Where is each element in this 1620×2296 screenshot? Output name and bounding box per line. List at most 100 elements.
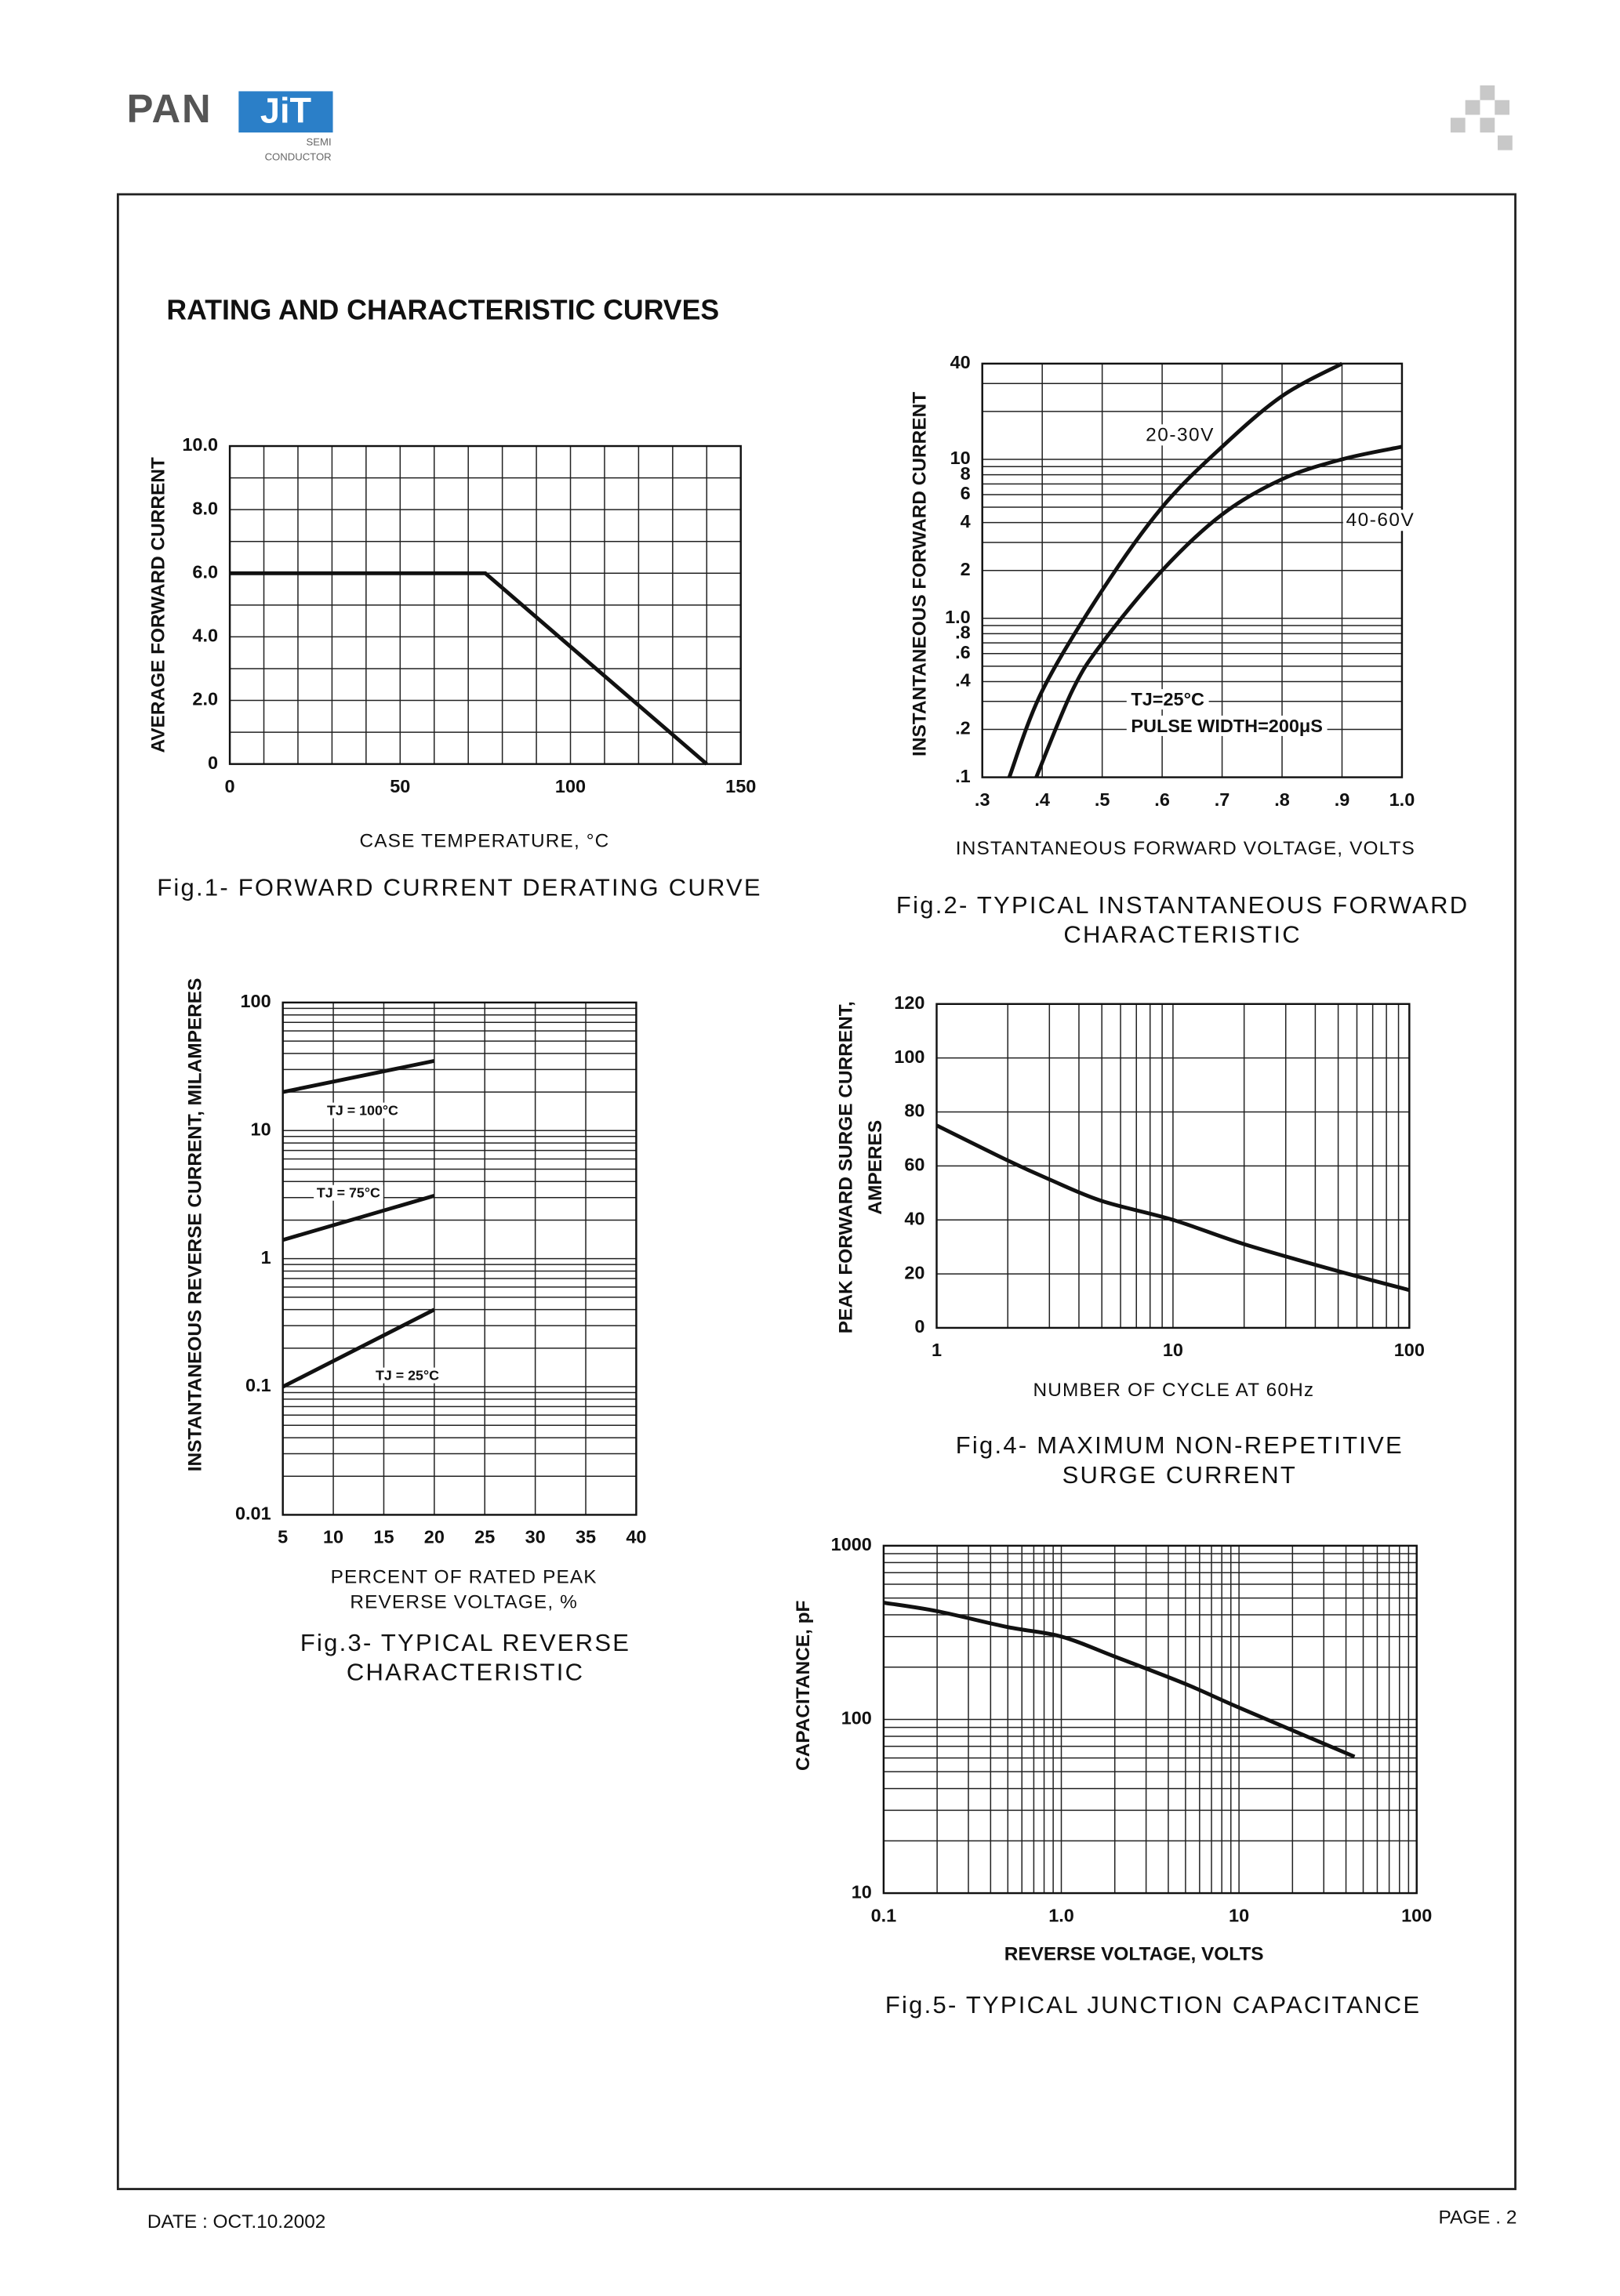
x-tick-label: .5 <box>1095 789 1110 810</box>
x-tick-label: 1 <box>932 1340 942 1360</box>
x-tick-label: .3 <box>975 789 990 810</box>
x-tick-label: 10 <box>1229 1905 1249 1925</box>
logo-text: PAN <box>127 86 212 131</box>
label-bg <box>1342 510 1418 531</box>
series-line <box>935 1123 1410 1293</box>
y-axis-label: CAPACITANCE, pF <box>793 1601 814 1771</box>
y-axis-label: INSTANTANEOUS FORWARD CURRENT <box>909 392 930 756</box>
y-tick-label: 1000 <box>831 1534 872 1554</box>
y-tick-label: .8 <box>955 622 971 643</box>
x-tick-label: 15 <box>373 1527 394 1547</box>
x-tick-label: 50 <box>390 776 410 796</box>
y-tick-label: 0 <box>914 1316 924 1337</box>
y-tick-label: 8 <box>961 463 971 484</box>
x-tick-label: 25 <box>474 1527 495 1547</box>
series-line <box>282 1308 435 1389</box>
y-tick-label: 40 <box>950 352 971 372</box>
y-tick-label: 0 <box>208 753 218 773</box>
y-tick-label: 4 <box>961 511 971 531</box>
chart-title: CHARACTERISTIC <box>347 1658 584 1685</box>
logo-text: JiT <box>260 91 312 131</box>
plot-frame <box>981 362 1404 778</box>
series-line <box>1007 361 1343 778</box>
logo-sub: CONDUCTOR <box>265 151 332 162</box>
label-bg <box>1126 689 1209 710</box>
x-tick-label: 10 <box>323 1527 343 1547</box>
y-tick-label: .4 <box>955 670 971 691</box>
y-tick-label: 1.0 <box>945 607 971 627</box>
x-tick-label: .9 <box>1335 789 1350 810</box>
label-bg <box>324 1102 401 1119</box>
chart-title: Fig.2- TYPICAL INSTANTANEOUS FORWARD <box>896 891 1469 919</box>
x-tick-label: 35 <box>576 1527 596 1547</box>
logo-box <box>238 91 333 133</box>
chart-title: Fig.1- FORWARD CURRENT DERATING CURVE <box>157 873 762 901</box>
label-bg <box>372 1367 442 1384</box>
y-tick-label: 6 <box>961 483 971 503</box>
x-tick-label: 20 <box>424 1527 445 1547</box>
chart-title: SURGE CURRENT <box>1062 1461 1297 1489</box>
y-axis-label: PEAK FORWARD SURGE CURRENT, <box>835 1001 856 1333</box>
series-label: TJ = 100°C <box>327 1103 398 1119</box>
x-tick-label: .6 <box>1154 789 1170 810</box>
plot-frame <box>882 1544 1418 1895</box>
y-tick-label: 0.1 <box>245 1375 271 1395</box>
x-tick-label: 40 <box>626 1527 646 1547</box>
x-tick-label: 1.0 <box>1389 789 1415 810</box>
series-label: TJ = 25°C <box>376 1368 439 1384</box>
y-tick-label: 2.0 <box>192 689 218 709</box>
x-axis-label: INSTANTANEOUS FORWARD VOLTAGE, VOLTS <box>956 838 1415 859</box>
y-tick-label: 4.0 <box>192 626 218 646</box>
y-tick-label: 10 <box>251 1119 271 1139</box>
series-line <box>282 1058 435 1094</box>
series-line <box>1034 444 1403 778</box>
page-frame <box>116 193 1516 2190</box>
x-axis-label: REVERSE VOLTAGE, % <box>350 1592 578 1613</box>
y-axis-label: INSTANTANEOUS REVERSE CURRENT, MILAMPERE… <box>184 978 205 1472</box>
series-line <box>282 1194 435 1242</box>
x-tick-label: .4 <box>1034 789 1050 810</box>
x-axis-label: CASE TEMPERATURE, °C <box>360 831 610 852</box>
x-tick-label: 0 <box>225 776 235 796</box>
footer-date: DATE : OCT.10.2002 <box>147 2211 325 2233</box>
x-tick-label: .8 <box>1274 789 1290 810</box>
plot-frame <box>935 1003 1411 1329</box>
plot-frame <box>228 444 742 765</box>
y-tick-label: 10 <box>950 448 971 468</box>
y-tick-label: 100 <box>240 991 271 1011</box>
y-axis-label: AMPERES <box>865 1120 886 1215</box>
y-axis-label: AVERAGE FORWARD CURRENT <box>147 457 169 753</box>
x-tick-label: 30 <box>525 1527 546 1547</box>
x-tick-label: 100 <box>1394 1340 1425 1360</box>
x-tick-label: 150 <box>725 776 756 796</box>
y-tick-label: 0.01 <box>235 1503 271 1524</box>
chart-title: Fig.5- TYPICAL JUNCTION CAPACITANCE <box>885 1991 1421 2019</box>
y-tick-label: 1 <box>261 1247 271 1268</box>
y-tick-label: .6 <box>955 642 971 662</box>
decoration <box>1450 85 1513 151</box>
series-line <box>230 571 708 766</box>
y-tick-label: .2 <box>955 718 971 738</box>
logo-sub: SEMI <box>307 136 332 148</box>
x-axis-label: PERCENT OF RATED PEAK <box>331 1567 598 1588</box>
x-tick-label: 1.0 <box>1048 1905 1074 1925</box>
x-tick-label: 5 <box>278 1527 288 1547</box>
y-tick-label: 120 <box>894 992 924 1013</box>
annotation: TJ=25°C <box>1131 689 1204 709</box>
footer-page: PAGE . 2 <box>1438 2207 1516 2229</box>
label-bg <box>1126 715 1328 736</box>
x-axis-label: REVERSE VOLTAGE, VOLTS <box>1004 1943 1264 1964</box>
plot-frame <box>282 1001 637 1516</box>
chart-title: CHARACTERISTIC <box>1063 921 1301 949</box>
y-tick-label: 10 <box>852 1881 872 1902</box>
x-tick-label: 100 <box>1401 1905 1432 1925</box>
heading: RATING AND CHARACTERISTIC CURVES <box>166 295 719 326</box>
annotation: PULSE WIDTH=200μS <box>1131 716 1323 736</box>
y-tick-label: 8.0 <box>192 498 218 518</box>
y-tick-label: 100 <box>894 1046 924 1067</box>
series-label: 40-60V <box>1346 510 1415 531</box>
x-tick-label: .7 <box>1215 789 1230 810</box>
series-label: 20-30V <box>1146 424 1215 445</box>
